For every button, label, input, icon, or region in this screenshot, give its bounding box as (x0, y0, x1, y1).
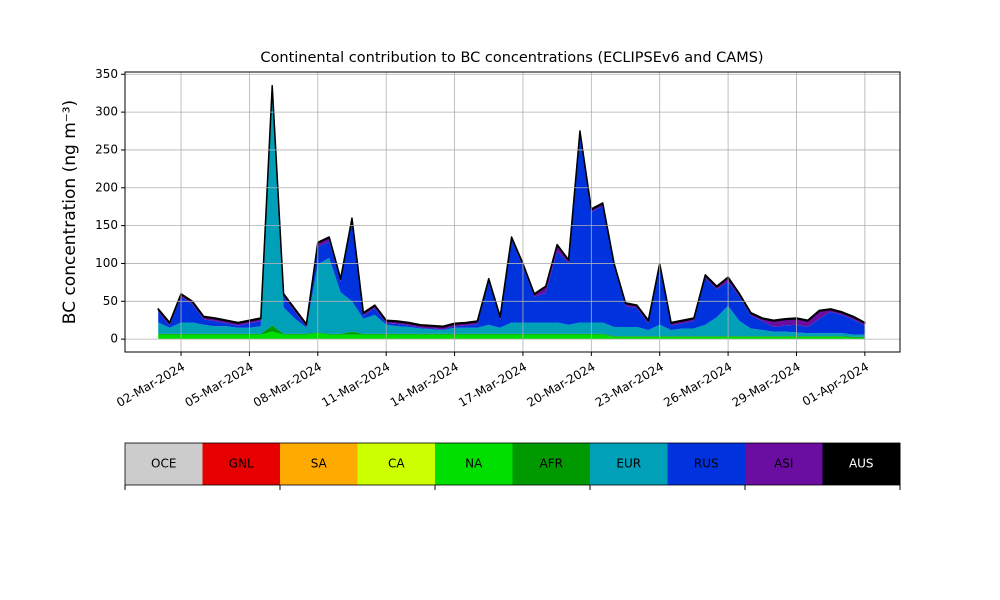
legend-label: EUR (616, 457, 641, 471)
y-tick-label: 250 (95, 142, 118, 156)
x-tick-label: 01-Apr-2024 (800, 360, 871, 409)
legend-swatch (357, 443, 436, 485)
legend-swatch (435, 443, 513, 485)
x-tick-label: 14-Mar-2024 (388, 360, 461, 410)
area-na (158, 331, 865, 340)
legend-label: OCE (151, 457, 176, 471)
x-tick-label: 29-Mar-2024 (730, 360, 803, 410)
y-tick-label: 200 (95, 180, 118, 194)
legend-label: SA (311, 457, 328, 471)
plot-frame (124, 71, 901, 353)
y-tick-label: 300 (95, 105, 118, 119)
legend-swatch (590, 443, 668, 485)
x-tick-label: 17-Mar-2024 (456, 360, 529, 410)
legend-label: RUS (694, 457, 719, 471)
x-tick-label: 05-Mar-2024 (183, 360, 256, 410)
area-afr (158, 325, 865, 338)
legend-frame (124, 442, 901, 486)
y-tick-label: 100 (95, 256, 118, 270)
legend-label: NA (465, 457, 483, 471)
legend-label: CA (388, 457, 405, 471)
y-tick-label: 50 (103, 294, 118, 308)
x-tick-label: 11-Mar-2024 (319, 360, 392, 410)
legend-label: AUS (849, 457, 874, 471)
chart-title: Continental contribution to BC concentra… (260, 50, 763, 66)
legend-swatch (667, 443, 746, 485)
legend-swatch (822, 443, 901, 485)
legend-label: GNL (229, 457, 254, 471)
legend-label: ASI (774, 457, 793, 471)
legend-swatch (280, 443, 358, 485)
legend-swatch (125, 443, 203, 485)
x-tick-label: 08-Mar-2024 (251, 360, 324, 410)
legend-swatch (202, 443, 281, 485)
legend-swatch (512, 443, 591, 485)
x-tick-label: 02-Mar-2024 (114, 360, 187, 410)
y-axis-label: BC concentration (ng m⁻³) (60, 100, 80, 324)
area-eur (158, 98, 865, 337)
y-tick-label: 0 (110, 332, 118, 346)
legend-label: AFR (540, 457, 563, 471)
x-tick-label: 20-Mar-2024 (524, 360, 597, 410)
legend-swatch (745, 443, 823, 485)
x-tick-label: 26-Mar-2024 (661, 360, 734, 410)
area-rus (158, 88, 865, 335)
y-tick-label: 150 (95, 218, 118, 232)
y-tick-label: 350 (95, 67, 118, 81)
x-tick-label: 23-Mar-2024 (593, 360, 666, 410)
